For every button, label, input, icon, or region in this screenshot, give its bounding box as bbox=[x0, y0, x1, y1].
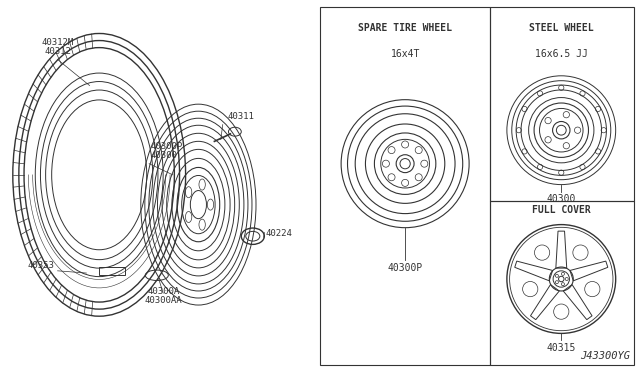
Text: 40311: 40311 bbox=[227, 112, 254, 121]
Text: STEEL WHEEL: STEEL WHEEL bbox=[529, 23, 593, 33]
Text: 40312: 40312 bbox=[44, 47, 71, 56]
Text: 40300A: 40300A bbox=[147, 287, 179, 296]
Text: 16x6.5 JJ: 16x6.5 JJ bbox=[535, 49, 588, 59]
Text: 40353: 40353 bbox=[28, 261, 54, 270]
Text: 40300: 40300 bbox=[150, 151, 177, 160]
Bar bbox=[320, 7, 490, 365]
Text: 40300: 40300 bbox=[547, 194, 576, 204]
Text: 40300P: 40300P bbox=[150, 142, 182, 151]
Bar bbox=[490, 7, 634, 201]
Text: 40315: 40315 bbox=[547, 343, 576, 353]
Bar bbox=[490, 201, 634, 365]
Text: FULL COVER: FULL COVER bbox=[532, 205, 591, 215]
Text: SPARE TIRE WHEEL: SPARE TIRE WHEEL bbox=[358, 23, 452, 33]
Text: 40300P: 40300P bbox=[387, 263, 423, 273]
Text: 16x4T: 16x4T bbox=[390, 49, 420, 59]
Text: 40224: 40224 bbox=[266, 229, 292, 238]
Bar bbox=[99, 267, 125, 275]
Text: 40300AA: 40300AA bbox=[145, 296, 182, 305]
Text: 40312M: 40312M bbox=[42, 38, 74, 46]
Text: J43300YG: J43300YG bbox=[580, 351, 630, 361]
